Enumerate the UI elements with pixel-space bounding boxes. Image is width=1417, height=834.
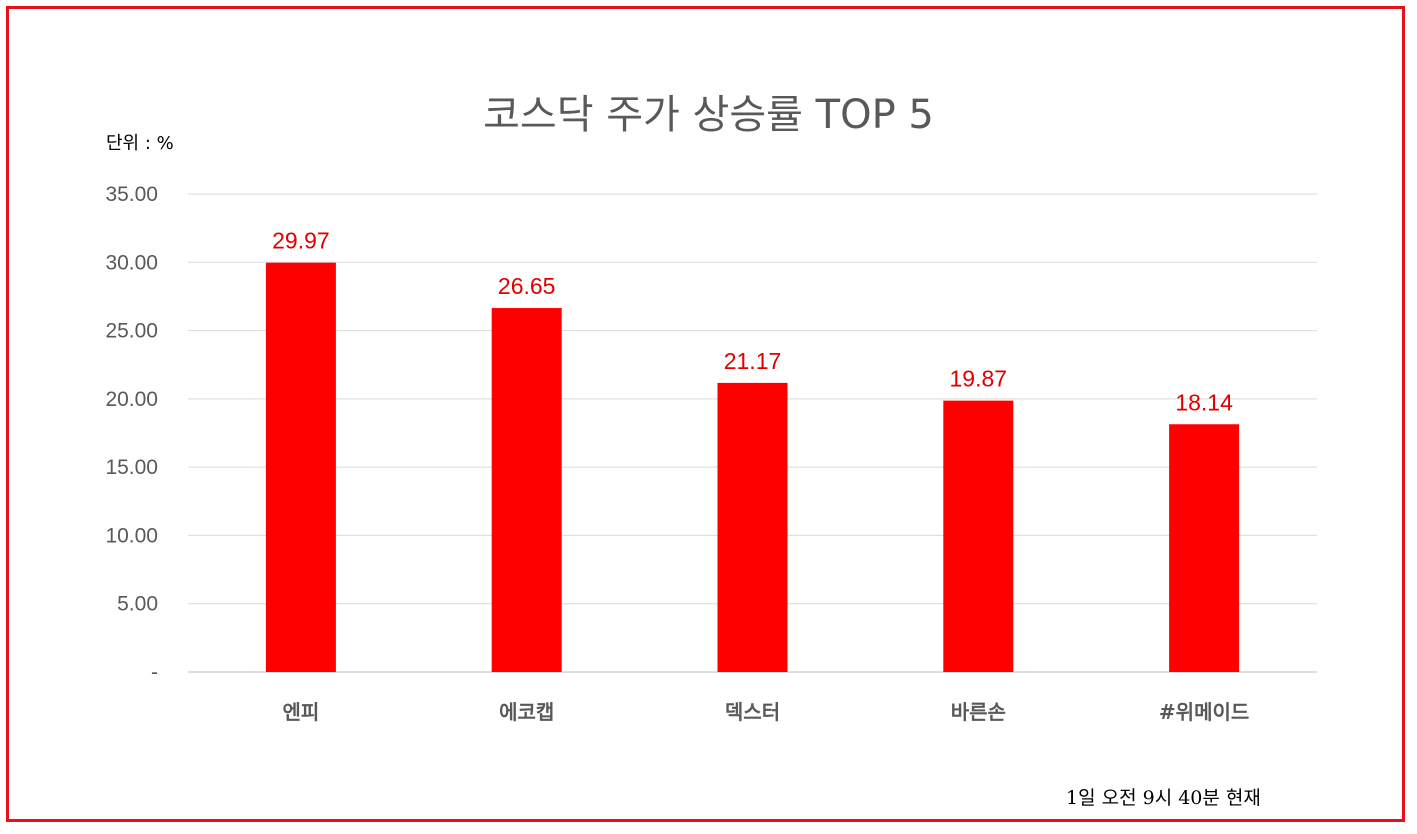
y-tick-label: 30.00 bbox=[105, 251, 158, 274]
bars bbox=[265, 262, 1240, 672]
category-label: 에코캡 bbox=[499, 700, 554, 724]
timestamp-note: 1일 오전 9시 40분 현재 bbox=[1066, 787, 1261, 809]
bar bbox=[1169, 424, 1240, 672]
data-label: 29.97 bbox=[272, 228, 330, 254]
y-tick-label: 20.00 bbox=[105, 388, 158, 411]
y-tick-label: 15.00 bbox=[105, 456, 158, 479]
category-label: #위메이드 bbox=[1159, 700, 1249, 724]
x-axis-labels: 엔피 에코캡 덱스터 바른손 #위메이드 bbox=[282, 700, 1249, 724]
data-label: 18.14 bbox=[1175, 389, 1233, 415]
data-label: 21.17 bbox=[724, 348, 782, 374]
category-label: 덱스터 bbox=[725, 700, 780, 724]
bar bbox=[491, 308, 562, 672]
y-axis-ticks: - 5.00 10.00 15.00 20.00 25.00 30.00 35.00 bbox=[105, 183, 158, 684]
y-tick-label: 10.00 bbox=[105, 524, 158, 547]
bar bbox=[943, 400, 1014, 672]
data-labels: 29.97 26.65 21.17 19.87 18.14 bbox=[272, 228, 1233, 416]
data-label: 26.65 bbox=[498, 273, 556, 299]
y-tick-label: - bbox=[151, 661, 158, 684]
data-label: 19.87 bbox=[950, 366, 1008, 392]
chart-title: 코스닥 주가 상승률 TOP 5 bbox=[483, 92, 934, 138]
y-tick-label: 5.00 bbox=[117, 593, 158, 616]
chart-frame bbox=[6, 6, 1405, 822]
y-tick-label: 35.00 bbox=[105, 183, 158, 206]
category-label: 바른손 bbox=[951, 700, 1006, 724]
y-tick-label: 25.00 bbox=[105, 320, 158, 343]
bar bbox=[265, 262, 336, 672]
category-label: 엔피 bbox=[282, 700, 319, 724]
bar bbox=[717, 382, 788, 672]
unit-label: 단위 : % bbox=[106, 133, 174, 154]
